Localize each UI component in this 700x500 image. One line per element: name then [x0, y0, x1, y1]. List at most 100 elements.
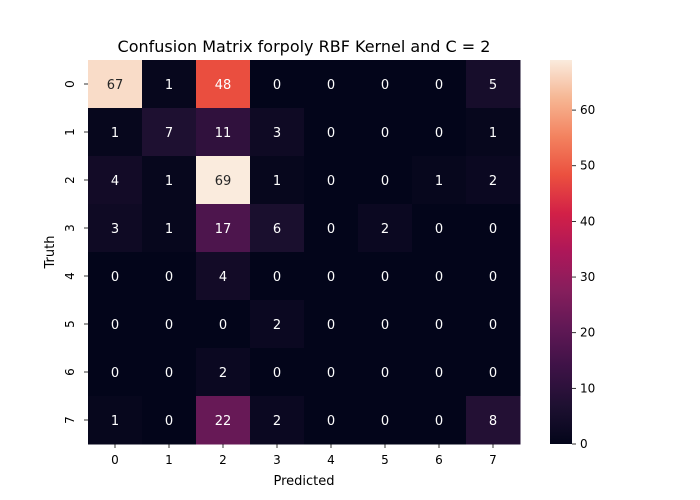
- x-tick-label: 6: [435, 453, 443, 467]
- cell-value-label: 3: [273, 126, 281, 141]
- heatmap-cell: [358, 60, 413, 109]
- heatmap-cell: [196, 396, 251, 445]
- cell-value-label: 0: [165, 270, 173, 285]
- heatmap-cell: [88, 204, 143, 253]
- y-tick-label: 1: [63, 128, 77, 136]
- y-tick-label: 7: [63, 416, 77, 424]
- cell-value-label: 67: [107, 78, 124, 93]
- heatmap-cell: [358, 396, 413, 445]
- heatmap-cell: [358, 252, 413, 301]
- heatmap-cell: [304, 60, 359, 109]
- cell-value-label: 2: [273, 414, 281, 429]
- heatmap-cell: [412, 108, 467, 157]
- y-tick-label: 5: [63, 320, 77, 328]
- cell-value-label: 0: [381, 318, 389, 333]
- heatmap-cell: [196, 348, 251, 397]
- heatmap-cell: [412, 300, 467, 349]
- cell-value-label: 7: [165, 126, 173, 141]
- chart-title: Confusion Matrix forpoly RBF Kernel and …: [118, 37, 491, 56]
- heatmap-cell: [358, 156, 413, 205]
- cell-value-label: 0: [381, 174, 389, 189]
- cell-value-label: 4: [219, 270, 227, 285]
- heatmap-cell: [250, 156, 305, 205]
- heatmap-cell: [88, 396, 143, 445]
- cell-value-label: 17: [215, 222, 232, 237]
- cell-value-label: 2: [381, 222, 389, 237]
- cell-value-label: 2: [489, 174, 497, 189]
- heatmap-cell: [412, 348, 467, 397]
- heatmap-cell: [358, 300, 413, 349]
- heatmap-cell: [196, 300, 251, 349]
- cell-value-label: 0: [327, 414, 335, 429]
- cell-value-label: 3: [111, 222, 119, 237]
- cell-value-label: 0: [327, 174, 335, 189]
- x-tick-label: 3: [273, 453, 281, 467]
- heatmap-cell: [412, 252, 467, 301]
- cell-value-label: 0: [327, 366, 335, 381]
- heatmap-cell: [142, 156, 197, 205]
- heatmap-cell: [88, 300, 143, 349]
- heatmap-cell: [196, 156, 251, 205]
- heatmap-cell: [304, 396, 359, 445]
- colorbar-ticks: 0 10 20 30 40 50 60: [572, 103, 595, 451]
- cell-value-label: 2: [273, 318, 281, 333]
- heatmap-cell: [250, 396, 305, 445]
- cell-value-label: 0: [165, 366, 173, 381]
- heatmap-cell: [466, 60, 521, 109]
- heatmap-cell: [142, 252, 197, 301]
- cell-value-label: 0: [381, 78, 389, 93]
- heatmap-cell: [250, 348, 305, 397]
- cell-value-label: 11: [215, 126, 232, 141]
- heatmap-cell: [304, 348, 359, 397]
- cell-value-label: 48: [215, 78, 232, 93]
- cell-value-label: 0: [435, 414, 443, 429]
- colorbar-tick-label: 50: [580, 159, 595, 173]
- heatmap-cell: [304, 252, 359, 301]
- heatmap-cell: [250, 252, 305, 301]
- heatmap-cell: [88, 108, 143, 157]
- heatmap-cell: [466, 300, 521, 349]
- cell-value-label: 0: [327, 126, 335, 141]
- heatmap-cell: [304, 300, 359, 349]
- cell-value-label: 0: [435, 366, 443, 381]
- colorbar-tick-label: 0: [580, 437, 588, 451]
- heatmap-cell: [304, 108, 359, 157]
- cell-value-label: 0: [489, 270, 497, 285]
- cell-value-label: 0: [435, 78, 443, 93]
- cell-value-label: 0: [327, 78, 335, 93]
- cell-value-label: 1: [111, 414, 119, 429]
- cell-value-label: 69: [215, 174, 232, 189]
- cell-value-label: 1: [435, 174, 443, 189]
- heatmap-cell: [466, 156, 521, 205]
- cell-value-label: 0: [111, 318, 119, 333]
- heatmap-cell: [142, 108, 197, 157]
- cell-value-label: 0: [327, 318, 335, 333]
- y-tick-label: 0: [63, 80, 77, 88]
- heatmap-cell: [142, 60, 197, 109]
- colorbar-tick-label: 20: [580, 326, 595, 340]
- colorbar: [550, 60, 572, 444]
- heatmap-cell: [196, 252, 251, 301]
- heatmap-cell: [88, 348, 143, 397]
- cell-value-label: 0: [111, 270, 119, 285]
- y-tick-label: 4: [63, 272, 77, 280]
- colorbar-tick-label: 40: [580, 214, 595, 228]
- cell-value-label: 0: [165, 414, 173, 429]
- x-axis-label: Predicted: [273, 474, 334, 489]
- cell-value-label: 0: [435, 222, 443, 237]
- x-tick-label: 1: [165, 453, 173, 467]
- heatmap-cell: [466, 108, 521, 157]
- heatmap-cell: [250, 300, 305, 349]
- heatmap-cell: [466, 348, 521, 397]
- heatmap-cell: [412, 156, 467, 205]
- heatmap-cell: [88, 60, 143, 109]
- x-tick-label: 5: [381, 453, 389, 467]
- cell-value-label: 0: [381, 126, 389, 141]
- heatmap-cell: [304, 204, 359, 253]
- heatmap-cell: [358, 204, 413, 253]
- y-tick-label: 6: [63, 368, 77, 376]
- cell-value-label: 0: [489, 318, 497, 333]
- cell-value-label: 0: [111, 366, 119, 381]
- cell-value-label: 5: [489, 78, 497, 93]
